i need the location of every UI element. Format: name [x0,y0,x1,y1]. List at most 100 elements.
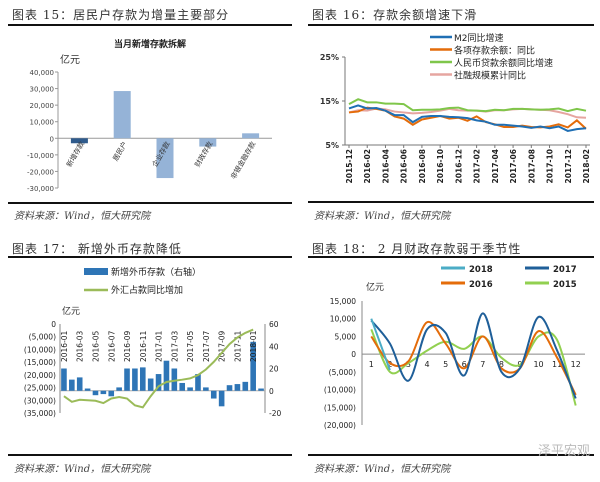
bar [242,381,249,391]
y-tick-label: 25% [320,53,339,62]
y-tick-label: 5,000 [335,332,357,341]
bar [242,133,260,139]
y-tick-label-left: (10,000) [24,345,56,354]
y-tick-label-right: 60 [269,320,279,329]
divider [308,256,594,258]
bar [108,390,115,397]
y-tick-label: 40,000 [30,69,55,77]
bar [199,138,217,147]
legend-label: 人民币贷款余额同比增速 [454,57,553,69]
y-tick-label: 10,000 [30,119,55,127]
y-axis-label: 亿元 [62,305,80,317]
x-tick-label: 2017-08 [527,149,536,183]
panel-title: 图表 18： 2 月财政存款弱于季节性 [312,242,522,256]
x-tick-label: 4 [424,360,429,369]
series-line [370,312,577,399]
x-tick-label: 2 [387,360,392,369]
bar [210,390,217,399]
x-tick-label: 3 [406,360,411,369]
source-note: 资料来源：Wind，恒大研究院 [314,211,451,222]
x-tick-label: 2018-01 [249,330,258,362]
x-tick-label: 2017-11 [233,330,242,362]
bar [258,388,264,391]
y-tick-label: 0 [50,135,54,143]
x-tick-label: 居民户 [111,140,129,163]
bar [84,388,91,391]
divider [8,24,292,26]
bar [203,387,209,391]
bar [156,138,174,179]
bar [92,390,99,396]
panel-title: 图表 15：居民户存款为增量主要部分 [12,8,230,22]
bar [113,91,131,139]
x-tick-label: 2016-11 [139,330,148,362]
bar [70,138,88,144]
bar [226,385,233,391]
series-line [370,321,577,396]
bar [187,387,193,391]
series-line [63,328,254,409]
x-tick-label: 2016-09 [123,330,132,362]
x-tick-label: 11 [552,360,562,369]
x-tick-label: 2016-12 [454,149,463,183]
source-note: 资料来源：Wind，恒大研究院 [314,464,451,475]
x-tick-label: 2017-03 [170,330,179,362]
divider [8,256,292,258]
source-note: 资料来源：Wind，恒大研究院 [14,211,151,222]
x-tick-label: 8 [499,360,504,369]
x-tick-label: 新增存款 [64,140,86,169]
legend-label: 新增外币存款（右轴） [111,266,201,278]
y-tick-label-left: (15,000) [24,358,56,367]
legend-label: 2016 [469,280,493,290]
legend-label: 2018 [469,265,493,275]
x-tick-label: 2018-02 [582,149,591,183]
y-tick-label-left: (5,000) [29,333,56,342]
bar [218,390,225,407]
x-tick-label: 6 [462,360,467,369]
y-tick-label: 20,000 [30,102,55,110]
bar [195,374,201,391]
y-tick-label-left: (30,000) [24,396,56,405]
y-tick-label: (20,000) [324,421,356,430]
legend-swatch [84,268,108,275]
x-tick-label: 2016-06 [400,149,409,183]
bar [76,377,83,391]
y-tick-label-right: -20 [269,409,281,418]
watermark: 泽平宏观 [537,444,590,459]
y-axis-label: 亿元 [60,53,80,66]
x-tick-label: 2016-10 [436,149,445,183]
panel-title: 图表 16：存款余额增速下滑 [312,8,478,22]
y-tick-label-right: 0 [269,387,274,396]
bar [132,368,138,391]
x-tick-label: 2016-07 [107,330,116,362]
x-tick-label: 2017-05 [186,330,195,362]
legend-label: M2同比增速 [454,32,504,44]
bar [124,368,130,391]
y-tick-label: 15,000 [330,297,356,306]
y-tick-label: 10,000 [330,315,356,324]
x-tick-label: 2017-12 [564,149,573,183]
bar [179,382,186,391]
bar [116,387,122,391]
bar [163,360,170,391]
divider [308,24,594,26]
x-tick-label: 2017-10 [546,149,555,183]
divider [8,202,292,204]
x-tick-label: 2016-08 [418,149,427,183]
y-tick-label-right: 20 [269,365,279,374]
bar [250,341,256,391]
x-tick-label: 12 [571,360,581,369]
y-tick-label-left: (20,000) [24,371,56,380]
y-tick-label: -10,000 [27,152,54,160]
x-tick-label: 2016-03 [76,330,85,362]
legend-label: 社融规模累计同比 [454,70,526,82]
bar [100,390,107,395]
series-line [348,98,587,113]
x-tick-label: 7 [480,360,485,369]
legend-label: 各项存款余额：同比 [454,45,535,57]
y-tick-label: (15,000) [324,403,356,412]
x-tick-label: 2017-09 [218,330,227,362]
y-tick-label-left: (25,000) [24,384,56,393]
series-line [348,104,587,132]
